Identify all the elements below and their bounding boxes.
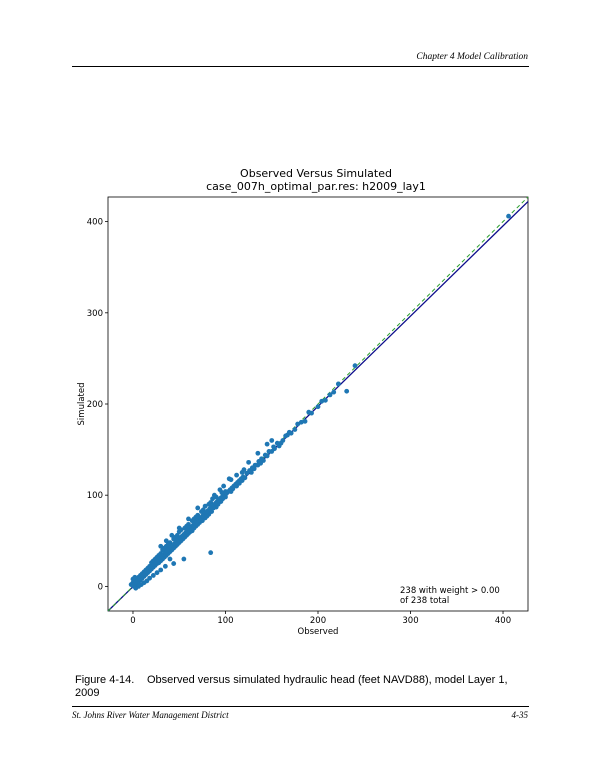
scatter-point [266,449,272,454]
scatter-point [327,392,333,398]
y-tick-label: 400 [87,218,103,228]
scatter-point [158,543,164,549]
annotation-line-2: of 238 total [400,596,449,606]
x-tick-label: 100 [217,616,233,626]
scatter-point [306,409,312,415]
chart-svg: Observed Versus Simulated case_007h_opti… [77,167,529,637]
scatter-point [344,388,350,394]
scatter-point [352,363,358,369]
scatter-point [262,452,268,458]
figure-caption-text: Observed versus simulated hydraulic head… [75,674,508,699]
chart-subtitle: case_007h_optimal_par.res: h2009_lay1 [206,180,426,193]
page-number: 4-35 [511,710,529,720]
scatter-point [298,419,304,425]
scatter-point [292,427,298,432]
scatter-point [239,469,245,475]
y-tick-label: 300 [87,309,103,319]
y-axis-ticks: 0 100 200 300 400 [87,218,108,592]
x-axis-label: Observed [298,627,339,637]
scatter-point [195,505,201,511]
chart-title: Observed Versus Simulated [240,167,392,180]
scatter-point [167,556,173,562]
scatter-point [158,567,164,573]
x-tick-label: 400 [495,616,511,626]
scatter-point [211,492,217,498]
scatter-point [181,556,187,562]
data-points [128,213,511,591]
scatter-point [335,381,341,387]
scatter-point [319,398,325,404]
chapter-header: Chapter 4 Model Calibration [416,52,528,62]
scatter-point [217,487,223,493]
y-tick-label: 0 [98,582,103,592]
scatter-point [323,397,328,403]
scatter-point [255,450,261,456]
scatter-point [221,483,227,489]
scatter-point [506,213,511,219]
scatter-point [286,429,292,435]
x-tick-label: 300 [402,616,418,626]
scatter-point [169,532,175,538]
y-axis-label: Simulated [77,383,87,426]
scatter-point [176,525,182,531]
scatter-point [150,573,156,578]
scatter-point [331,389,337,395]
scatter-point [246,459,252,465]
scatter-point [208,550,214,556]
y-tick-label: 200 [87,400,103,410]
scatter-point [315,404,321,410]
y-tick-label: 100 [87,491,103,501]
x-axis-ticks: 0 100 200 300 400 [130,611,511,626]
footer-organization: St. Johns River Water Management Distric… [72,710,229,720]
scatter-point [163,538,169,544]
scatter-point [295,421,301,427]
scatter-point [274,440,280,446]
scatter-point [264,441,270,447]
scatter-point [240,474,246,480]
scatter-point [202,503,208,509]
scatter-point [226,476,232,482]
scatter-point [210,496,215,502]
annotation-line-1: 238 with weight > 0.00 [400,586,500,596]
scatter-chart: Observed Versus Simulated case_007h_opti… [70,160,530,640]
figure-caption: Figure 4-14. Observed versus simulated hy… [75,674,525,700]
scatter-point [162,563,168,569]
footer-rule [72,706,529,707]
header-rule [72,66,529,67]
scatter-point [171,561,177,566]
scatter-point [269,438,275,443]
scatter-point [154,570,160,576]
scatter-point [234,472,239,478]
scatter-point [271,444,276,450]
x-tick-label: 200 [310,616,326,626]
x-tick-label: 0 [130,616,135,626]
scatter-point [259,456,264,462]
scatter-point [283,433,289,439]
scatter-point [302,418,308,424]
figure-number: Figure 4-14. [75,674,135,686]
scatter-point [252,462,258,468]
scatter-point [186,516,191,522]
scatter-point [132,574,138,580]
scatter-point [176,529,182,535]
